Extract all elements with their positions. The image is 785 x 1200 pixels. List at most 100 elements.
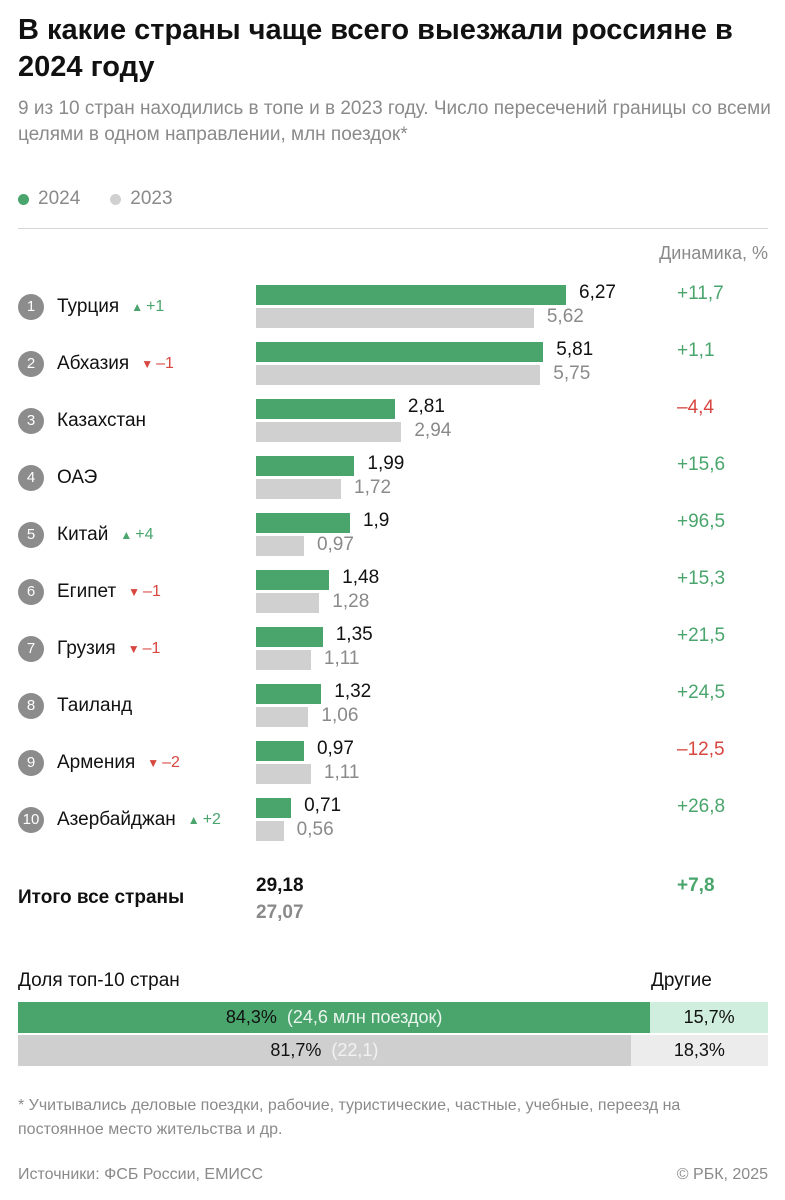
legend: 2024 2023 xyxy=(18,188,203,210)
bar-2023 xyxy=(256,536,304,556)
country-name: Грузия xyxy=(57,638,116,659)
rank-change-value: –1 xyxy=(156,355,174,372)
legend-label-2024: 2024 xyxy=(38,188,81,209)
value-label-2023: 0,56 xyxy=(296,819,334,840)
bar-2024 xyxy=(256,285,566,305)
value-label-2023: 5,75 xyxy=(553,363,591,384)
rank-change-value: +2 xyxy=(202,811,221,828)
country-label: ОАЭ xyxy=(57,465,97,491)
country-name: Китай xyxy=(57,524,109,545)
rank-change-value: –1 xyxy=(143,583,161,600)
rank-badge: 4 xyxy=(18,465,44,491)
country-name: ОАЭ xyxy=(57,467,98,488)
value-label-2024: 0,97 xyxy=(316,738,354,759)
country-name: Египет xyxy=(57,581,117,602)
legend-item-2023: 2023 xyxy=(110,188,173,210)
value-label-2024: 1,35 xyxy=(335,624,373,645)
value-label-2024: 1,99 xyxy=(367,453,405,474)
bar-2024 xyxy=(256,741,304,761)
bar-2023 xyxy=(256,707,309,727)
dynamics-value: –12,5 xyxy=(677,739,725,760)
bar-2023 xyxy=(256,821,284,841)
legend-item-2024: 2024 xyxy=(18,188,80,210)
value-label-2024: 5,81 xyxy=(556,339,594,360)
rank-change: ▲ +1 xyxy=(131,298,164,316)
rank-change: ▲ +4 xyxy=(120,526,153,544)
dynamics-value: +24,5 xyxy=(677,682,726,703)
total-value-2024: 29,18 xyxy=(256,875,304,896)
triangle-up-icon: ▲ xyxy=(120,528,133,542)
rank-change: ▼ –2 xyxy=(147,754,180,772)
source: Источники: ФСБ России, ЕМИСС xyxy=(18,1166,264,1183)
value-label-2023: 1,11 xyxy=(323,762,360,783)
share-segment-top10-2023: 81,7% (22,1) xyxy=(18,1035,631,1066)
country-label: Грузия ▼ –1 xyxy=(57,636,160,662)
bar-2024 xyxy=(256,513,350,533)
dynamics-value: –4,4 xyxy=(677,397,714,418)
dynamics-value: +1,1 xyxy=(677,340,715,361)
country-label: Египет ▼ –1 xyxy=(57,579,161,605)
share-others-value-2023: 18,3% xyxy=(673,1040,725,1060)
bar-2023 xyxy=(256,593,320,613)
country-label: Турция ▲ +1 xyxy=(57,294,164,320)
country-label: Армения ▼ –2 xyxy=(57,750,180,776)
rank-badge: 9 xyxy=(18,750,44,776)
others-label: Другие xyxy=(651,970,712,991)
dynamics-header: Динамика, % xyxy=(659,243,768,263)
legend-label-2023: 2023 xyxy=(130,188,173,209)
value-label-2024: 6,27 xyxy=(579,282,616,303)
value-label-2024: 1,32 xyxy=(334,681,372,702)
country-name: Таиланд xyxy=(57,695,133,716)
value-label-2023: 1,72 xyxy=(354,477,392,498)
share-top10-note-2023: (22,1) xyxy=(331,1040,379,1060)
share-top10-value-2023: 81,7% xyxy=(270,1040,322,1060)
dynamics-value: +15,6 xyxy=(677,454,726,475)
dynamics-value: +96,5 xyxy=(677,511,726,532)
bar-2023 xyxy=(256,479,342,499)
bar-2023 xyxy=(256,764,311,784)
triangle-down-icon: ▼ xyxy=(147,756,160,770)
rank-change: ▲ +2 xyxy=(188,811,221,829)
total-label: Итого все страны xyxy=(18,887,185,908)
value-label-2024: 1,48 xyxy=(342,567,380,588)
rank-badge: 2 xyxy=(18,351,44,377)
country-name: Азербайджан xyxy=(57,809,176,830)
bar-2024 xyxy=(256,399,395,419)
bar-2024 xyxy=(256,684,322,704)
country-label: Казахстан xyxy=(57,408,146,434)
bar-2024 xyxy=(256,798,292,818)
rank-change-value: +1 xyxy=(146,298,165,315)
rank-change: ▼ –1 xyxy=(128,640,161,658)
legend-swatch-2023 xyxy=(110,193,122,205)
value-label-2023: 1,28 xyxy=(332,591,370,612)
chart-title: В какие страны чаще всего выезжали росси… xyxy=(18,14,733,83)
value-label-2023: 2,94 xyxy=(414,420,452,441)
rank-change-value: +4 xyxy=(135,526,154,543)
share-top10-value-2024: 84,3% xyxy=(225,1007,277,1027)
dynamics-value: +26,8 xyxy=(677,796,726,817)
share-segment-top10-2024: 84,3% (24,6 млн поездок) xyxy=(18,1002,651,1033)
dynamics-value: +21,5 xyxy=(677,625,726,646)
country-label: Азербайджан ▲ +2 xyxy=(57,807,221,833)
dynamics-value: +15,3 xyxy=(677,568,726,589)
triangle-down-icon: ▼ xyxy=(127,642,140,656)
total-value-2023: 27,07 xyxy=(256,902,304,923)
country-label: Китай ▲ +4 xyxy=(57,522,154,548)
chart-subtitle: 9 из 10 стран находились в топе и в 2023… xyxy=(18,98,771,145)
rank-change: ▼ –1 xyxy=(128,583,161,601)
country-label: Абхазия ▼ –1 xyxy=(57,351,174,377)
copyright: © РБК, 2025 xyxy=(676,1166,768,1183)
value-label-2023: 5,62 xyxy=(546,306,584,327)
rank-badge: 3 xyxy=(18,408,44,434)
rank-badge: 6 xyxy=(18,579,44,605)
value-label-2023: 1,11 xyxy=(323,648,360,669)
rank-badge: 10 xyxy=(18,807,44,833)
share-top10-note-2024: (24,6 млн поездок) xyxy=(286,1007,443,1027)
share-segment-others-2023: 18,3% xyxy=(630,1035,768,1066)
bar-2024 xyxy=(256,342,544,362)
value-label-2023: 0,97 xyxy=(316,534,354,555)
rank-badge: 8 xyxy=(18,693,44,719)
footnote: * Учитывались деловые поездки, рабочие, … xyxy=(18,1097,681,1138)
country-name: Абхазия xyxy=(57,353,130,374)
dynamics-value: +11,7 xyxy=(677,283,724,304)
